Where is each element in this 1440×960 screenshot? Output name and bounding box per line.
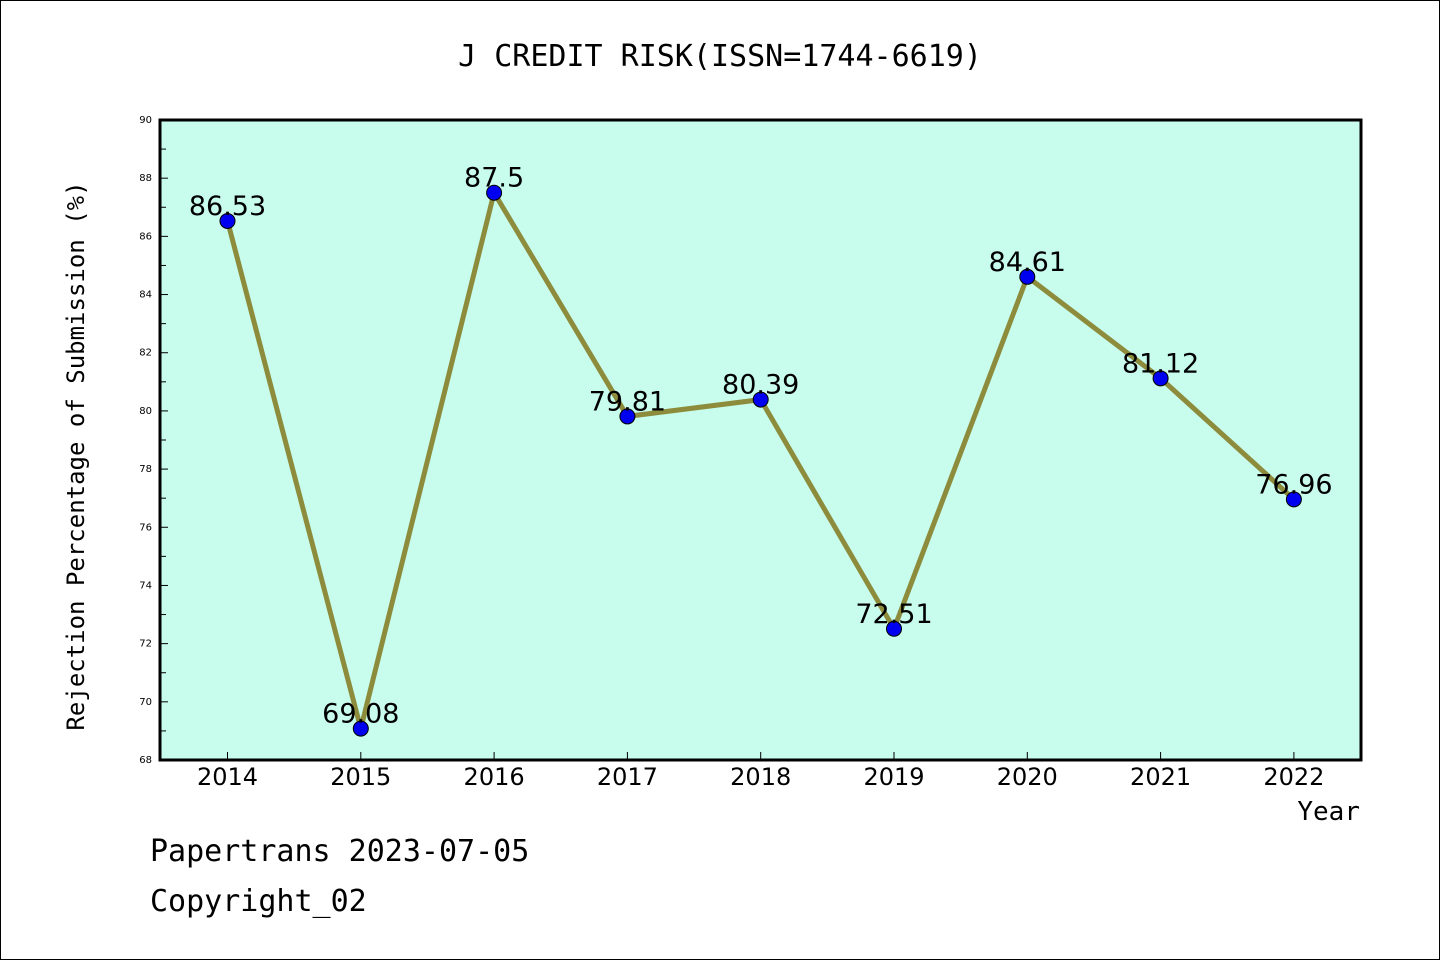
- x-tick-label: 2015: [330, 763, 391, 791]
- data-label: 69.08: [322, 699, 399, 730]
- y-tick-label: 78: [139, 464, 152, 475]
- data-label: 81.12: [1122, 348, 1199, 379]
- data-label: 79.81: [589, 386, 666, 417]
- y-tick-label: 80: [139, 406, 152, 417]
- chart-title: J CREDIT RISK(ISSN=1744-6619): [458, 39, 982, 74]
- data-point: [352, 720, 369, 737]
- x-tick-label: 2014: [197, 763, 258, 791]
- x-tick-label: 2022: [1263, 763, 1324, 791]
- y-axis-label: Rejection Percentage of Submission (%): [62, 181, 90, 730]
- plot-area: [158, 118, 1363, 762]
- y-tick-label: 76: [139, 522, 152, 533]
- y-tick-label: 72: [139, 639, 152, 650]
- data-point: [1285, 491, 1302, 508]
- data-label: 80.39: [722, 370, 799, 401]
- x-tick-label: 2020: [997, 763, 1058, 791]
- x-tick-label: 2018: [730, 763, 791, 791]
- y-tick-label: 90: [139, 115, 152, 126]
- data-point: [219, 212, 236, 229]
- x-tick-label: 2016: [464, 763, 525, 791]
- data-point: [619, 408, 636, 425]
- data-points: [219, 184, 1302, 737]
- y-tick-label: 68: [139, 755, 152, 766]
- y-tick-label: 86: [139, 231, 152, 242]
- y-tick-label: 82: [139, 348, 152, 359]
- data-point: [886, 620, 902, 637]
- x-tick-label: 2017: [597, 763, 658, 791]
- data-point: [752, 391, 769, 408]
- data-label: 86.53: [189, 191, 266, 222]
- y-tick-label: 70: [139, 697, 152, 708]
- data-point: [1019, 268, 1036, 285]
- data-label: 76.96: [1255, 469, 1332, 500]
- footer-source: Papertrans 2023-07-05: [150, 834, 530, 869]
- y-tick-label: 88: [139, 173, 152, 184]
- x-tick-label: 2019: [863, 763, 924, 791]
- x-axis-label: Year: [1297, 797, 1360, 827]
- y-tick-label: 84: [139, 290, 152, 301]
- footer-copyright: Copyright_02: [150, 884, 367, 919]
- y-tick-label: 74: [139, 580, 152, 591]
- x-axis: 2014 2015 2016 2017 2018 2019 2020 2021 2022: [197, 752, 1324, 791]
- data-labels: 86.53 69.08 87.5 79.81 80.39 72.51 84.61 81.12 7…: [189, 163, 1333, 730]
- data-label: 72.51: [855, 599, 932, 630]
- data-point: [486, 184, 503, 201]
- data-label: 87.5: [464, 163, 524, 194]
- data-point: [1152, 370, 1169, 387]
- y-axis: 68 70 72 74 76 78 80 82 84 86 88 90: [139, 115, 168, 766]
- x-tick-label: 2021: [1130, 763, 1191, 791]
- data-label: 84.61: [989, 247, 1066, 278]
